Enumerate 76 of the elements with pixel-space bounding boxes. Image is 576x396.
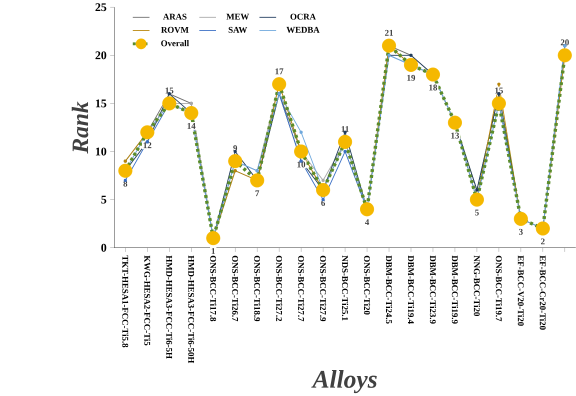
legend-label: ROVM — [161, 26, 189, 33]
legend-label: SAW — [228, 26, 248, 33]
point — [321, 178, 325, 182]
point — [228, 154, 242, 168]
data-label: 7 — [255, 190, 260, 196]
x-tick-label: NNG-BCC-Ti20 — [474, 255, 480, 316]
data-label: 11 — [342, 126, 349, 132]
x-tick-label: ONS-BCC-Ti27.7 — [298, 256, 304, 322]
x-tick-label: DBM-BCC-Ti23.9 — [430, 255, 436, 324]
y-tick-label: 5 — [101, 196, 106, 204]
data-label: 15 — [166, 87, 174, 94]
y-tick-label: 15 — [96, 99, 106, 108]
y-axis-title: Rank — [72, 101, 88, 154]
x-axis-title: Alloys — [311, 370, 377, 393]
point — [360, 202, 374, 216]
point — [382, 38, 396, 53]
point — [492, 96, 506, 110]
legend-label: WEDBA — [286, 26, 320, 33]
data-label: 5 — [475, 209, 479, 216]
point — [514, 212, 528, 226]
x-tick-label: ONS-BCC-Ti18.9 — [254, 256, 260, 321]
data-label: 21 — [384, 30, 393, 36]
data-label: 2 — [541, 238, 545, 244]
y-tick-label: 20 — [95, 51, 106, 60]
x-tick-label: TKT-HESA1-FCC-Ti5.8 — [122, 255, 128, 348]
legend-label: ARAS — [163, 14, 187, 20]
data-label: 12 — [144, 142, 152, 148]
point — [250, 173, 264, 188]
data-label: 3 — [519, 228, 523, 235]
point — [470, 192, 484, 206]
data-label: 18 — [429, 84, 438, 90]
point — [316, 182, 330, 197]
point — [118, 164, 132, 178]
point — [294, 144, 308, 158]
data-label: 10 — [297, 161, 306, 168]
x-tick-label: NDS-BCC-Ti25.1 — [342, 255, 348, 320]
point — [426, 67, 440, 82]
x-tick-label: DBM-BCC-Ti19.4 — [408, 255, 414, 324]
x-tick-label: EF-BCC-Cr20-Ti20 — [540, 255, 546, 330]
point — [448, 115, 462, 130]
point — [162, 96, 176, 110]
data-label: 13 — [451, 132, 460, 138]
x-tick-label: ONS-BCC-Ti27.9 — [320, 256, 326, 321]
x-tick-label: DBM-BCC-Ti19.9 — [452, 255, 458, 324]
x-tick-label: ONS-BCC-Ti17.8 — [210, 256, 216, 321]
point — [272, 76, 286, 92]
x-tick-label: DBM-BCC-Ti24.5 — [386, 255, 392, 324]
point — [206, 230, 220, 245]
data-label: 20 — [560, 39, 569, 46]
point — [404, 58, 418, 72]
point — [184, 106, 198, 120]
legend-label: OCRA — [290, 14, 316, 20]
x-tick-label: KWG-HESA2-FCC-Ti5 — [144, 255, 150, 346]
point — [497, 82, 501, 86]
x-tick-label: ONS-BCC-Ti19.7 — [496, 256, 502, 322]
point — [300, 130, 303, 134]
point — [343, 150, 347, 153]
x-tick-label: ONS-BCC-Ti26.7 — [232, 256, 238, 322]
x-tick-label: HMD-HESA3-FCC-Ti6-5H — [166, 255, 172, 359]
x-tick-label: EF-BCC-V20-Ti20 — [518, 255, 524, 326]
data-label: 17 — [275, 68, 284, 74]
data-label: 19 — [407, 74, 416, 81]
x-tick-label: HMD-HESA3-FCC-Ti6-50H — [188, 255, 194, 363]
data-label: 1 — [212, 248, 215, 254]
legend-label: Overall — [161, 40, 189, 46]
y-tick-label: 25 — [95, 3, 106, 11]
data-label: 14 — [188, 122, 196, 129]
y-tick-label: 0 — [101, 244, 106, 252]
point — [338, 134, 352, 149]
y-tick-label: 10 — [96, 147, 106, 156]
point — [140, 125, 154, 140]
x-tick-label: ONS-BCC-Ti27.2 — [276, 256, 282, 321]
point — [536, 221, 550, 236]
legend-label: MEW — [226, 14, 250, 20]
data-label: 4 — [364, 219, 370, 225]
x-tick-label: ONS-BCC-Ti20 — [364, 256, 370, 314]
